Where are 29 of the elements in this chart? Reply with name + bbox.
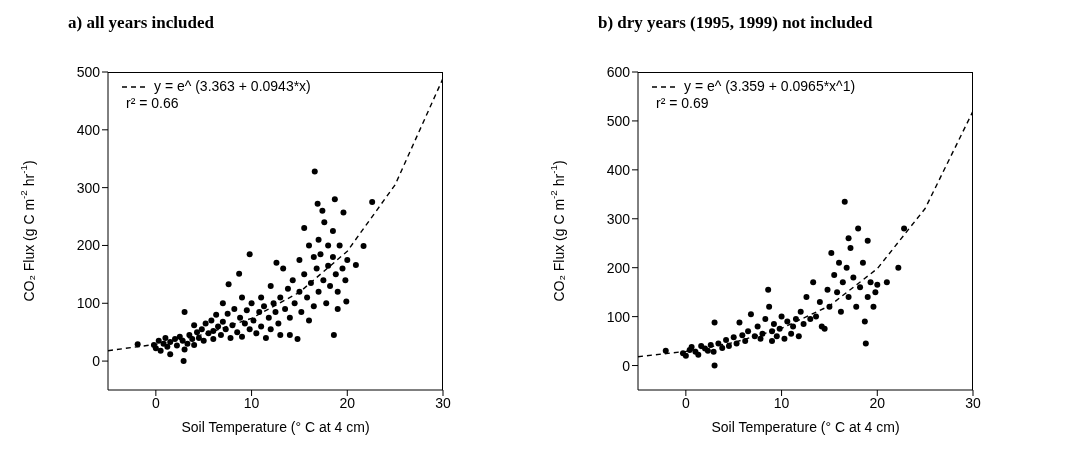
y-tick-label: 0 <box>622 357 631 374</box>
legend-label: y = e^ (3.359 + 0.0965*x^1) <box>684 78 856 95</box>
x-tick-label: 30 <box>965 394 981 411</box>
y-tick-label: 400 <box>76 121 101 138</box>
y-tick-label: 300 <box>76 179 101 196</box>
legend-label: y = e^ (3.363 + 0.0943*x) <box>154 78 311 95</box>
x-axis-title: Soil Temperature (° C at 4 cm) <box>711 419 900 435</box>
x-tick-label: 20 <box>869 394 886 411</box>
y-tick-label: 500 <box>76 63 101 80</box>
y-tick-label: 0 <box>92 353 101 370</box>
x-tick-label: 10 <box>773 394 790 411</box>
y-tick-label: 500 <box>606 112 631 129</box>
chart-title: b) dry years (1995, 1999) not included <box>598 13 873 32</box>
x-tick-label: 0 <box>681 394 690 411</box>
y-tick-label: 300 <box>606 210 631 227</box>
x-tick-label: 0 <box>151 394 160 411</box>
x-tick-label: 20 <box>339 394 356 411</box>
annotation: r² = 0.69 <box>655 95 710 112</box>
y-tick-label: 100 <box>606 308 631 325</box>
y-tick-label: 400 <box>606 161 631 178</box>
annotation: r² = 0.66 <box>125 95 180 112</box>
y-tick-label: 100 <box>76 295 101 312</box>
chart-title: a) all years included <box>68 13 214 32</box>
x-tick-label: 30 <box>435 394 451 411</box>
y-tick-label: 200 <box>606 259 631 276</box>
x-axis-title: Soil Temperature (° C at 4 cm) <box>181 419 370 435</box>
y-tick-label: 200 <box>76 237 101 254</box>
y-tick-label: 600 <box>606 63 631 80</box>
x-tick-label: 10 <box>243 394 260 411</box>
